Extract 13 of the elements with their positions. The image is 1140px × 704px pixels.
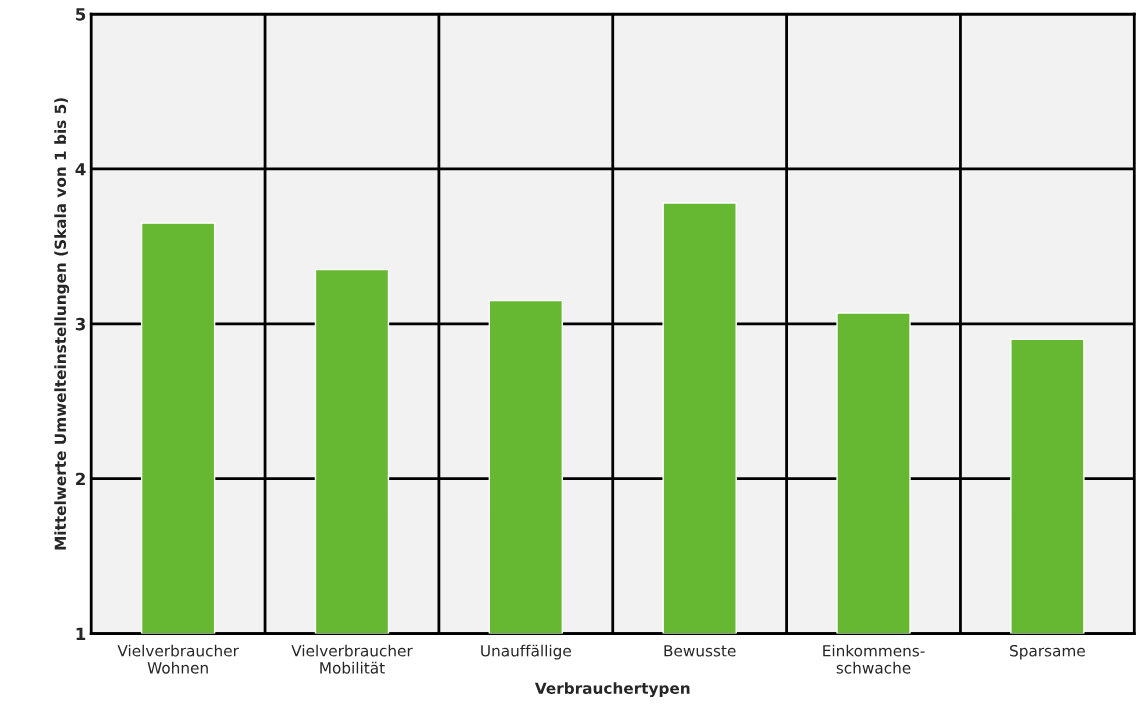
y-tick-label: 3 — [75, 317, 86, 331]
x-tick-label: Bewusste — [664, 645, 736, 657]
y-tick-label: 2 — [76, 472, 85, 486]
y-axis-title: Mittelwerte Umwelteinstellungen (Skala von 1 bis 5) — [54, 98, 70, 550]
y-tick-label: 4 — [75, 163, 86, 176]
y-tick-label: 1 — [76, 627, 86, 640]
x-tick-label: Einkommens- schwache — [823, 644, 925, 674]
x-tick-label: Sparsame — [1010, 644, 1085, 660]
x-axis-title: Verbrauchertypen — [534, 682, 690, 698]
x-tick-label: Vielverbraucher Mobilität — [291, 644, 413, 674]
y-tick-label: 5 — [76, 8, 86, 21]
x-tick-label: Unauffällige — [481, 644, 571, 660]
x-tick-label: Vielverbraucher Wohnen — [117, 644, 239, 674]
